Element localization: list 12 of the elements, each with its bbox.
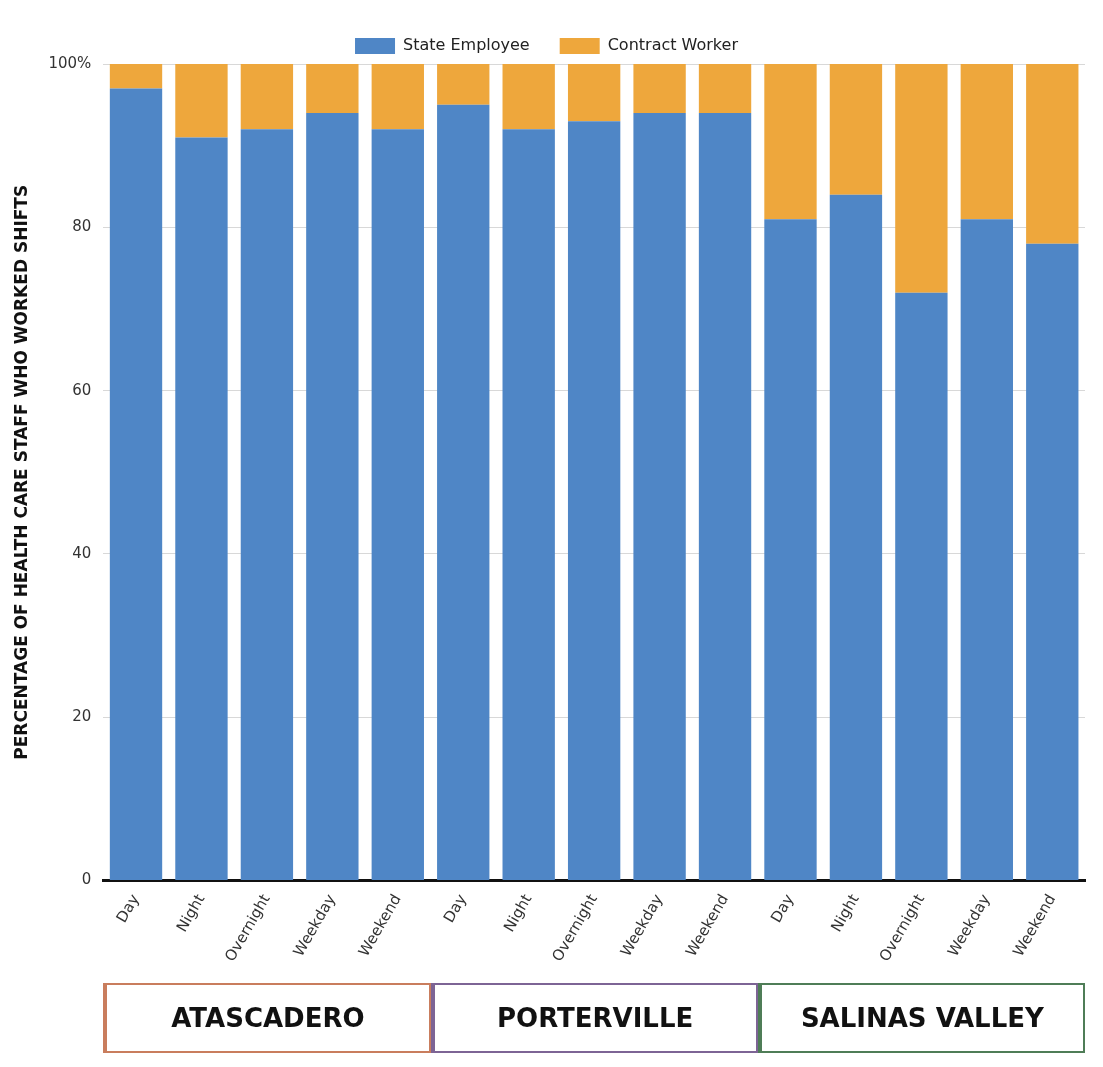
y-tick-label: 80 bbox=[72, 217, 92, 236]
y-tick-label: 0 bbox=[81, 870, 92, 889]
text: SALINAS VALLEY bbox=[757, 983, 1085, 1053]
text: ATASCADERO bbox=[103, 983, 431, 1053]
y-tick-label: 20 bbox=[72, 707, 92, 726]
legend-label: Contract Worker bbox=[607, 35, 739, 55]
text: PORTERVILLE bbox=[430, 983, 758, 1053]
y-tick-label: 100% bbox=[48, 53, 92, 72]
y-axis-title: PERCENTAGE OF HEALTH CARE STAFF WHO WORKED SHIFTS bbox=[10, 184, 31, 760]
legend-label: State Employee bbox=[403, 35, 530, 55]
y-tick-label: 40 bbox=[72, 543, 92, 562]
y-tick-label: 60 bbox=[72, 380, 92, 399]
